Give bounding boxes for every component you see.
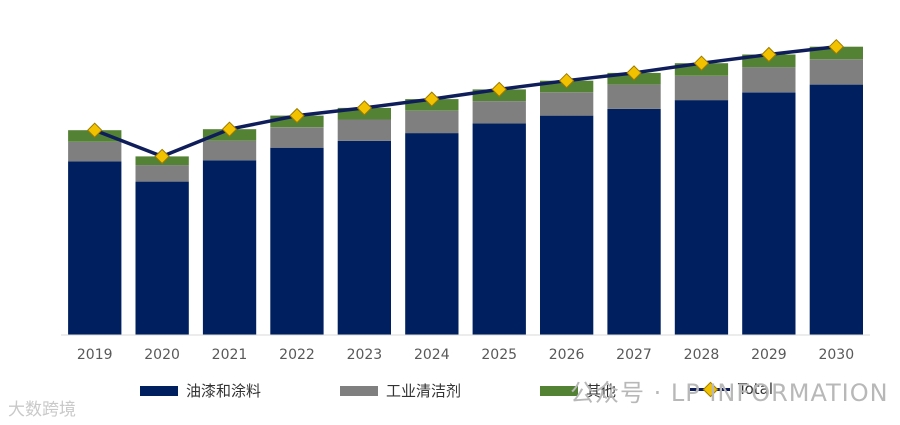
x-axis-ticks: 2019 2020 2021 2022 2023 2024 2025 2026 2027 2028… <box>77 347 854 363</box>
bar-segment-s1-2028 <box>674 75 729 101</box>
bar-segment-s0-2026 <box>540 115 594 335</box>
legend-item-others: 其他 <box>540 380 616 401</box>
legend-label-cleaners: 工业清洁剂 <box>386 382 462 400</box>
total-marker-2028 <box>693 55 710 71</box>
bar-segment-s0-2024 <box>405 133 459 335</box>
legend-label-others: 其他 <box>586 382 617 400</box>
total-marker-2025 <box>491 81 507 98</box>
bar-segment-s1-2027 <box>607 84 661 109</box>
total-marker-2022 <box>289 107 305 124</box>
bar-segment-s0-2027 <box>607 108 661 336</box>
legend-swatch-paints <box>140 385 178 396</box>
x-tick-label-2021: 2021 <box>212 347 248 363</box>
legend-label-paints: 油漆和涂料 <box>186 382 262 400</box>
bar-segment-s1-2019 <box>68 141 122 162</box>
bar-segment-s1-2025 <box>472 101 526 124</box>
legend-swatch-others <box>540 385 578 396</box>
bar-segment-s1-2024 <box>405 110 459 134</box>
watermark-wechat: 公众号 · LP INFORMATION <box>570 379 889 407</box>
bar-segment-s1-2029 <box>742 67 796 93</box>
watermark-brand: 大数跨境 <box>8 400 76 420</box>
x-tick-label-2024: 2024 <box>414 347 450 363</box>
bar-segment-s1-2026 <box>540 92 594 116</box>
total-line <box>94 44 837 159</box>
bar-segment-s1-2023 <box>337 119 391 141</box>
x-tick-label-2022: 2022 <box>279 347 315 363</box>
x-tick-label-2029: 2029 <box>751 347 787 363</box>
x-tick-label-2023: 2023 <box>347 347 383 363</box>
x-tick-label-2028: 2028 <box>684 347 720 363</box>
legend-label-total: Total <box>738 380 774 398</box>
bar-segment-s0-2023 <box>337 140 391 335</box>
x-tick-label-2027: 2027 <box>616 347 652 363</box>
x-tick-label-2026: 2026 <box>549 347 585 363</box>
bar-segment-s0-2028 <box>674 100 729 335</box>
bar-segment-s0-2025 <box>472 123 526 336</box>
total-marker-2019 <box>86 122 103 138</box>
bar-segment-s0-2022 <box>270 147 324 335</box>
bar-segment-s0-2029 <box>742 92 796 336</box>
bar-segment-s0-2019 <box>68 161 122 335</box>
x-tick-label-2025: 2025 <box>481 347 517 363</box>
x-tick-label-2020: 2020 <box>144 347 180 363</box>
bar-segment-s0-2030 <box>809 84 863 335</box>
bar-segment-s0-2021 <box>202 160 257 335</box>
bar-segment-s1-2021 <box>202 140 257 161</box>
total-marker-2023 <box>356 100 373 116</box>
total-marker-2026 <box>558 72 575 89</box>
x-tick-label-2019: 2019 <box>77 347 113 363</box>
chart-canvas: 2019 2020 2021 2022 2023 2024 2025 2026 2027 2028… <box>61 38 870 363</box>
total-marker-2030 <box>828 38 845 55</box>
legend-item-total: Total <box>690 380 773 398</box>
total-line-group <box>86 38 845 165</box>
total-marker-2020 <box>154 148 170 165</box>
bar-segment-s0-2020 <box>135 181 189 335</box>
legend-item-cleaners: 工业清洁剂 <box>340 380 461 401</box>
total-marker-2027 <box>626 65 642 81</box>
bars-group <box>68 46 863 336</box>
bar-segment-s1-2020 <box>135 165 189 182</box>
total-marker-2024 <box>424 91 440 107</box>
bar-segment-s1-2030 <box>809 59 863 85</box>
legend: 油漆和涂料 工业清洁剂 其他 Total <box>0 380 900 410</box>
total-marker-2029 <box>761 46 777 63</box>
bar-segment-s1-2022 <box>270 127 324 148</box>
total-marker-2021 <box>221 121 238 137</box>
x-tick-label-2030: 2030 <box>818 347 854 363</box>
legend-swatch-total <box>690 381 730 398</box>
legend-item-paints: 油漆和涂料 <box>140 380 261 401</box>
legend-swatch-cleaners <box>340 385 378 396</box>
